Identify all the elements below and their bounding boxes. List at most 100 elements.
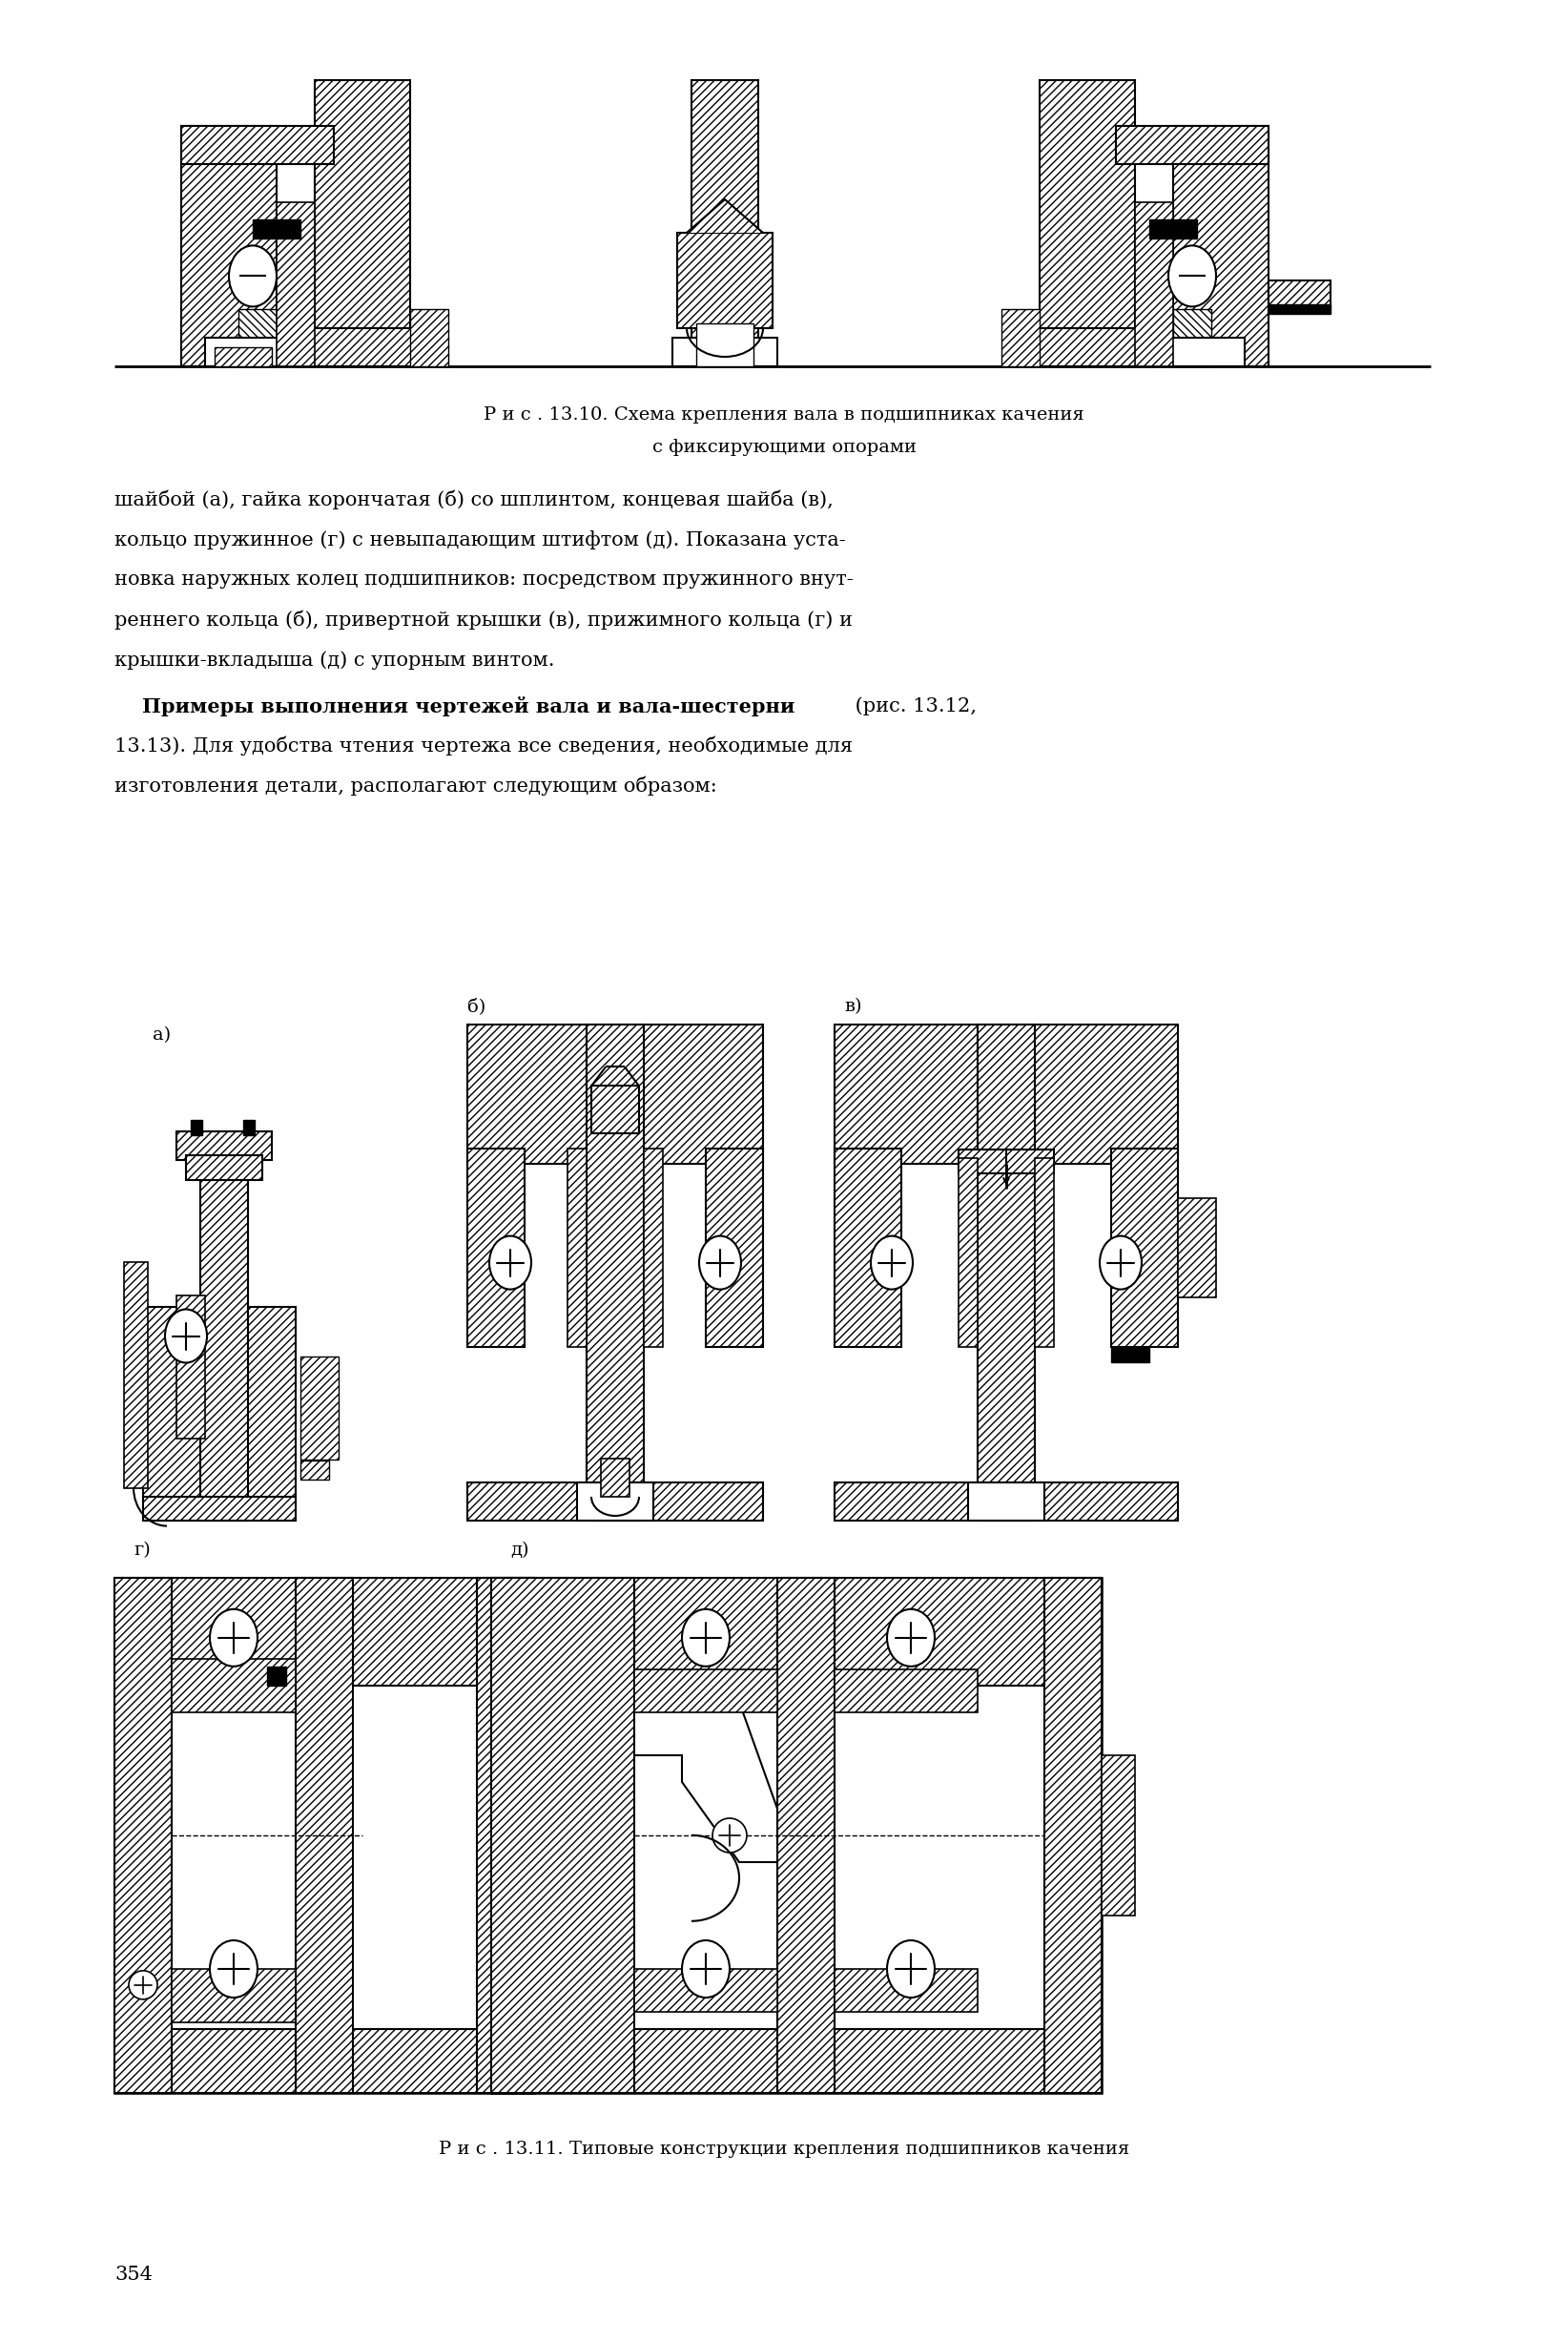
Bar bbox=[491, 1578, 635, 2093]
Bar bbox=[143, 1496, 296, 1522]
Text: Примеры выполнения чертежей вала и вала-шестерни: Примеры выполнения чертежей вала и вала-… bbox=[114, 695, 795, 716]
Bar bbox=[1178, 1199, 1217, 1297]
Bar bbox=[301, 1461, 329, 1480]
Bar bbox=[958, 1159, 977, 1346]
Bar bbox=[201, 1131, 248, 1522]
Text: 354: 354 bbox=[114, 2266, 152, 2285]
Bar bbox=[1116, 126, 1269, 164]
Bar bbox=[467, 1025, 764, 1163]
Bar bbox=[644, 1149, 663, 1346]
Bar bbox=[182, 126, 276, 365]
Bar bbox=[114, 2030, 535, 2093]
Ellipse shape bbox=[165, 1309, 207, 1362]
Ellipse shape bbox=[210, 1608, 257, 1667]
Bar bbox=[1168, 337, 1245, 365]
Bar bbox=[171, 1660, 296, 1714]
Ellipse shape bbox=[887, 1941, 935, 1997]
Bar bbox=[1102, 1756, 1135, 1915]
Text: новка наружных колец подшипников: посредством пружинного внут-: новка наружных колец подшипников: посред… bbox=[114, 571, 853, 588]
Bar bbox=[601, 1458, 629, 1496]
Ellipse shape bbox=[1099, 1236, 1142, 1290]
Bar bbox=[177, 1131, 271, 1159]
Bar bbox=[267, 1667, 285, 1686]
Bar bbox=[706, 1149, 764, 1346]
Bar bbox=[187, 1156, 262, 1180]
Bar bbox=[491, 2030, 1102, 2093]
Bar bbox=[296, 328, 430, 365]
Bar bbox=[1002, 309, 1040, 365]
Text: изготовления детали, располагают следующим образом:: изготовления детали, располагают следующ… bbox=[114, 777, 717, 796]
Bar bbox=[114, 1578, 171, 2093]
Bar bbox=[143, 1306, 296, 1522]
Bar bbox=[591, 1086, 640, 1133]
Bar bbox=[252, 220, 301, 239]
Bar bbox=[243, 1119, 254, 1135]
Text: Р и с . 13.10. Схема крепления вала в подшипниках качения: Р и с . 13.10. Схема крепления вала в по… bbox=[483, 407, 1085, 424]
Bar bbox=[114, 1578, 535, 2093]
Bar bbox=[182, 126, 334, 164]
Bar bbox=[1040, 80, 1135, 365]
Text: крышки-вкладыша (д) с упорным винтом.: крышки-вкладыша (д) с упорным винтом. bbox=[114, 651, 555, 670]
Bar bbox=[171, 1969, 296, 2023]
Text: д): д) bbox=[510, 1543, 528, 1559]
Ellipse shape bbox=[210, 1941, 257, 1997]
Circle shape bbox=[129, 1971, 157, 1999]
Text: г): г) bbox=[133, 1543, 151, 1559]
Bar bbox=[1044, 1578, 1102, 2093]
Bar bbox=[834, 1482, 1178, 1522]
Bar bbox=[577, 1482, 654, 1522]
Bar bbox=[1135, 201, 1173, 365]
Bar bbox=[834, 1025, 1178, 1163]
Bar bbox=[1112, 1348, 1149, 1362]
Bar bbox=[696, 323, 754, 365]
Bar bbox=[834, 1669, 977, 1714]
Bar bbox=[124, 1262, 147, 1489]
Bar bbox=[778, 1578, 834, 2093]
Ellipse shape bbox=[489, 1236, 532, 1290]
Text: а): а) bbox=[152, 1025, 171, 1044]
Ellipse shape bbox=[229, 246, 276, 307]
Ellipse shape bbox=[1168, 246, 1217, 307]
Bar bbox=[673, 337, 778, 365]
Bar bbox=[276, 201, 315, 365]
Bar bbox=[1269, 304, 1331, 314]
Bar bbox=[535, 1756, 563, 1915]
Bar bbox=[215, 346, 271, 365]
Bar bbox=[96, 52, 1430, 386]
Bar bbox=[691, 80, 759, 365]
Text: с фиксирующими опорами: с фиксирующими опорами bbox=[652, 438, 916, 456]
Bar bbox=[177, 1295, 205, 1440]
Bar bbox=[491, 1578, 1102, 1686]
Bar bbox=[411, 309, 448, 365]
Bar bbox=[301, 1355, 339, 1458]
Text: в): в) bbox=[844, 997, 862, 1016]
Bar bbox=[834, 1969, 977, 2011]
Text: шайбой (а), гайка корончатая (б) со шплинтом, концевая шайба (в),: шайбой (а), гайка корончатая (б) со шпли… bbox=[114, 489, 833, 510]
Text: реннего кольца (б), привертной крышки (в), прижимного кольца (г) и: реннего кольца (б), привертной крышки (в… bbox=[114, 611, 853, 630]
Bar bbox=[568, 1149, 586, 1346]
Bar bbox=[238, 309, 276, 365]
Bar bbox=[834, 1149, 902, 1346]
Bar bbox=[296, 1578, 353, 2093]
Ellipse shape bbox=[682, 1608, 729, 1667]
Bar bbox=[1269, 281, 1331, 309]
Bar bbox=[958, 1149, 1054, 1173]
Text: 13.13). Для удобства чтения чертежа все сведения, необходимые для: 13.13). Для удобства чтения чертежа все … bbox=[114, 737, 853, 756]
Ellipse shape bbox=[870, 1236, 913, 1290]
Bar bbox=[635, 1969, 778, 2011]
Bar bbox=[1035, 1159, 1054, 1346]
Bar bbox=[315, 80, 411, 365]
Bar bbox=[967, 1482, 1044, 1522]
Bar bbox=[677, 232, 773, 328]
Bar bbox=[191, 1119, 202, 1135]
Ellipse shape bbox=[699, 1236, 742, 1290]
Text: б): б) bbox=[467, 997, 486, 1016]
Ellipse shape bbox=[682, 1941, 729, 1997]
Bar bbox=[491, 1578, 1102, 2093]
Bar bbox=[467, 1482, 764, 1522]
Bar bbox=[586, 1025, 644, 1522]
Bar bbox=[1173, 309, 1212, 365]
Bar bbox=[1173, 126, 1269, 365]
Text: кольцо пружинное (г) с невыпадающим штифтом (д). Показана уста-: кольцо пружинное (г) с невыпадающим штиф… bbox=[114, 531, 845, 550]
Bar bbox=[477, 1578, 535, 2093]
